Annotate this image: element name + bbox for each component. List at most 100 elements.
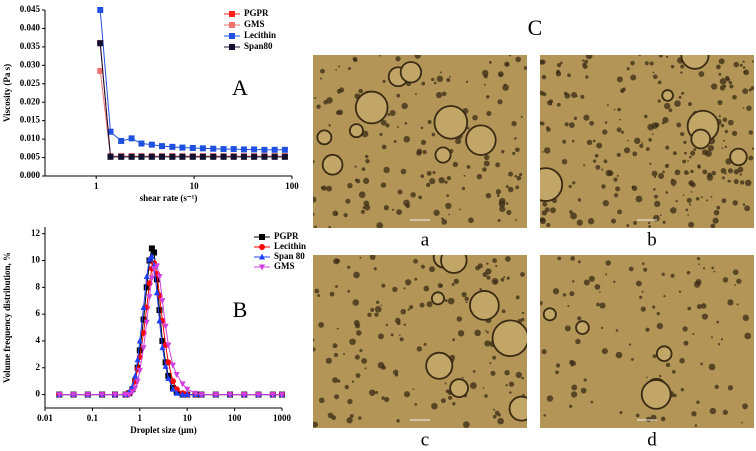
droplet [499, 205, 506, 213]
droplet [613, 108, 616, 111]
droplet [556, 69, 560, 74]
droplet [705, 150, 712, 157]
droplet [335, 285, 338, 288]
droplet [662, 220, 666, 224]
marker [118, 153, 125, 160]
legend-label: GMS [244, 19, 265, 29]
marker [165, 359, 172, 366]
droplet [331, 415, 337, 421]
marker [210, 153, 217, 160]
droplet [313, 338, 315, 342]
droplet [727, 119, 734, 126]
droplet [680, 131, 685, 137]
droplet [474, 329, 481, 337]
droplet [569, 210, 573, 214]
marker [140, 345, 147, 352]
droplet [512, 151, 516, 155]
droplet [403, 135, 411, 143]
droplet [448, 395, 453, 400]
droplet [396, 209, 402, 215]
droplet [605, 169, 613, 177]
droplet [638, 55, 641, 57]
droplet [615, 351, 623, 359]
droplet [687, 160, 689, 162]
droplet [652, 305, 656, 309]
droplet [370, 307, 375, 312]
droplet [397, 189, 403, 195]
droplet [329, 291, 335, 297]
legend-marker [259, 264, 265, 271]
droplet [552, 288, 560, 295]
droplet [376, 222, 384, 228]
droplet [484, 394, 488, 398]
droplet [521, 376, 524, 380]
droplet [582, 59, 585, 62]
droplet [416, 150, 422, 156]
droplet [364, 367, 367, 370]
legend-label: Span80 [244, 41, 273, 51]
droplet [635, 413, 640, 418]
droplet [521, 311, 525, 315]
droplet [616, 76, 623, 83]
series-line [99, 70, 285, 157]
droplet [628, 343, 632, 346]
droplet [556, 62, 562, 68]
droplet [706, 174, 714, 181]
y-tick-label: 0.045 [20, 4, 41, 14]
droplet [488, 60, 492, 64]
panel-label: c [421, 429, 429, 450]
droplet [739, 63, 743, 67]
droplet [364, 204, 371, 211]
droplet [384, 396, 390, 403]
droplet [462, 421, 470, 428]
droplet [515, 371, 522, 379]
droplet [580, 94, 585, 99]
droplet [745, 179, 752, 187]
droplet [422, 150, 427, 155]
droplet [582, 62, 586, 67]
droplet [606, 104, 609, 107]
legend-marker [229, 33, 235, 39]
droplet [381, 283, 386, 288]
droplet [556, 102, 561, 107]
droplet [718, 115, 721, 118]
marker [143, 319, 150, 326]
droplet [734, 284, 737, 286]
droplet [504, 61, 510, 67]
droplet [584, 59, 589, 64]
droplet [723, 139, 726, 142]
droplet [314, 225, 317, 228]
droplet [569, 122, 575, 128]
droplet [395, 56, 401, 62]
legend-label: Lecithin [244, 30, 276, 40]
droplet [346, 417, 353, 424]
droplet [438, 177, 445, 184]
droplet [410, 192, 416, 198]
droplet [721, 176, 726, 180]
droplet [383, 166, 390, 174]
droplet [674, 100, 681, 107]
legend-marker [229, 22, 235, 28]
marker [107, 128, 114, 135]
droplet [447, 297, 455, 305]
droplet [682, 159, 687, 164]
droplet [349, 338, 356, 346]
x-axis-label: Droplet size (μm) [130, 425, 196, 435]
droplet [376, 300, 380, 304]
droplet [377, 333, 384, 340]
droplet [452, 161, 459, 168]
droplet [451, 282, 455, 286]
marker [151, 266, 158, 273]
marker [148, 245, 155, 252]
droplet [706, 199, 709, 202]
droplet [373, 267, 377, 271]
x-tick-label: 1 [138, 413, 143, 423]
droplet [414, 277, 418, 281]
marker [146, 294, 153, 301]
droplet [742, 88, 749, 95]
droplet [633, 221, 637, 225]
droplet [681, 91, 685, 95]
droplet [486, 275, 491, 280]
droplet [507, 186, 514, 193]
droplet [696, 256, 701, 261]
